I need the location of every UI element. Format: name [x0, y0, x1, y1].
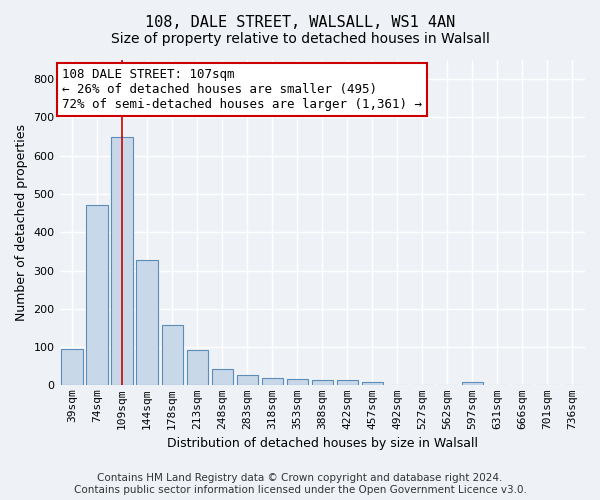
Text: 108, DALE STREET, WALSALL, WS1 4AN: 108, DALE STREET, WALSALL, WS1 4AN: [145, 15, 455, 30]
Text: Size of property relative to detached houses in Walsall: Size of property relative to detached ho…: [110, 32, 490, 46]
Bar: [86, 206, 108, 386]
Bar: [236, 376, 258, 386]
Bar: [161, 325, 183, 386]
Y-axis label: Number of detached properties: Number of detached properties: [15, 124, 28, 321]
Text: Contains HM Land Registry data © Crown copyright and database right 2024.
Contai: Contains HM Land Registry data © Crown c…: [74, 474, 526, 495]
Bar: [112, 138, 133, 386]
X-axis label: Distribution of detached houses by size in Walsall: Distribution of detached houses by size …: [167, 437, 478, 450]
Bar: [187, 350, 208, 386]
Bar: [362, 382, 383, 386]
Text: 108 DALE STREET: 107sqm
← 26% of detached houses are smaller (495)
72% of semi-d: 108 DALE STREET: 107sqm ← 26% of detache…: [62, 68, 422, 110]
Bar: [337, 380, 358, 386]
Bar: [287, 380, 308, 386]
Bar: [61, 349, 83, 386]
Bar: [462, 382, 483, 386]
Bar: [311, 380, 333, 386]
Bar: [212, 370, 233, 386]
Bar: [136, 260, 158, 386]
Bar: [262, 378, 283, 386]
